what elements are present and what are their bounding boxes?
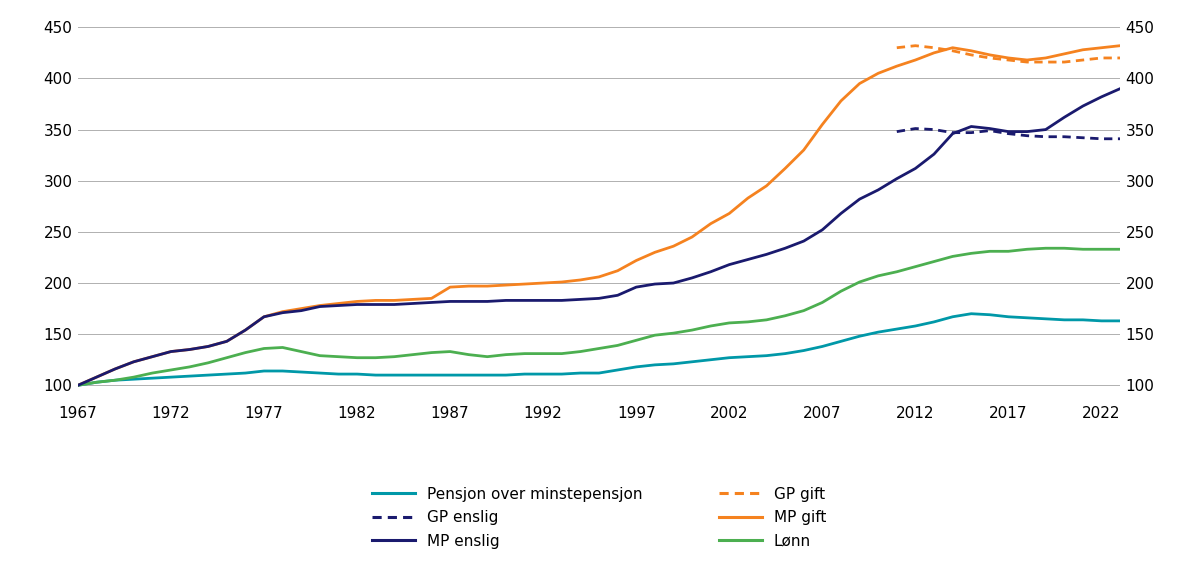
Legend: Pensjon over minstepensjon, GP enslig, MP enslig, GP gift, MP gift, Lønn: Pensjon over minstepensjon, GP enslig, M… [365,481,833,555]
